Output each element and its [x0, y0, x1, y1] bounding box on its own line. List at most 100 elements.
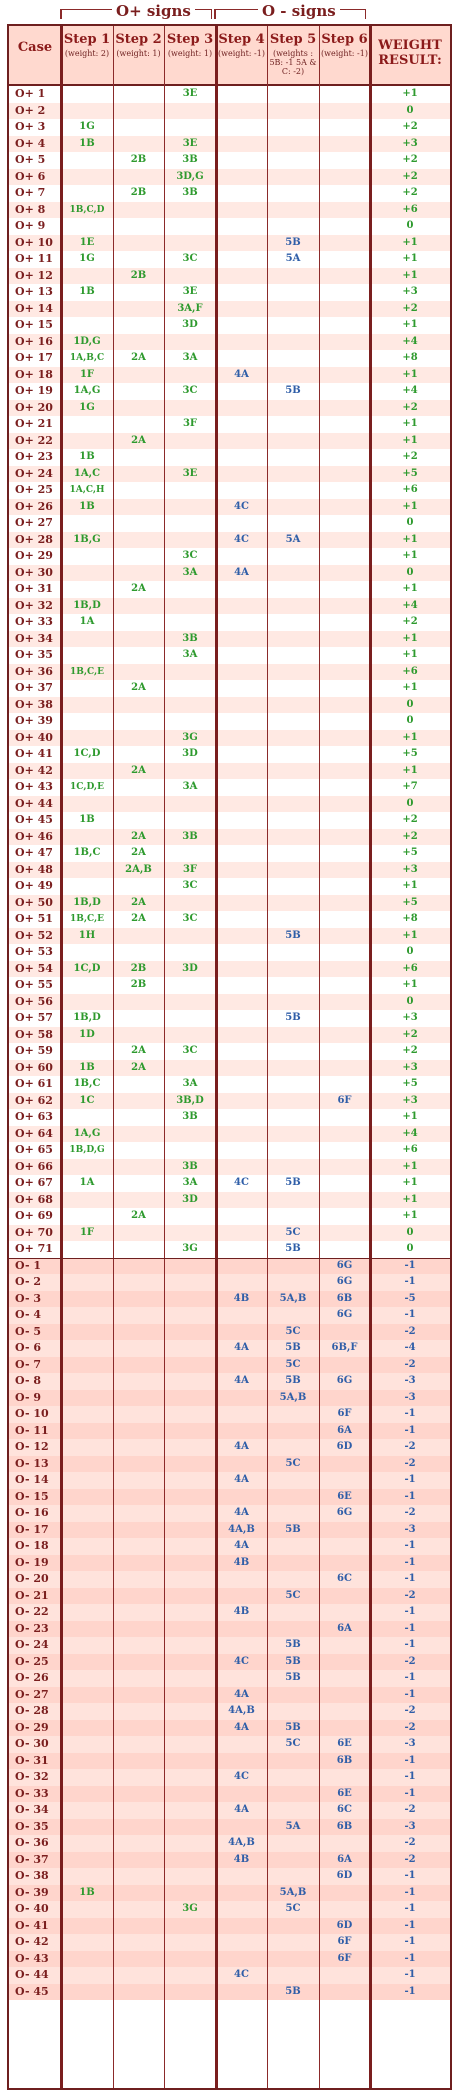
- cell-step2: 2A: [131, 764, 146, 776]
- cell-step2: [113, 169, 164, 186]
- cell-step6: [319, 862, 370, 879]
- cell-step6: [319, 1142, 370, 1159]
- cell-step2: [113, 664, 164, 681]
- cell-step6: 6F: [337, 1094, 352, 1106]
- cell-step1: [61, 185, 113, 202]
- cell-step2: [113, 317, 164, 334]
- cell-case: O+ 42: [15, 763, 53, 777]
- cell-step6: [319, 1720, 370, 1737]
- cell-step5: [267, 746, 319, 763]
- table-row: O- 31 6B -1: [9, 1752, 450, 1770]
- cell-step1: [61, 1753, 113, 1770]
- cell-step5: [267, 713, 319, 730]
- cell-step2: [113, 136, 164, 153]
- cell-step6: 6F: [337, 1936, 352, 1947]
- cell-step6: [319, 235, 370, 252]
- cell-step5: [267, 548, 319, 565]
- cell-step3: [164, 1555, 216, 1572]
- cell-result: +1: [402, 764, 418, 776]
- cell-case: O- 28: [15, 1704, 49, 1717]
- cell-result: -2: [404, 1705, 416, 1716]
- cell-step4: 4A: [234, 566, 249, 578]
- cell-step5: [267, 730, 319, 747]
- cell-result: +2: [402, 170, 418, 182]
- cell-step1: [61, 944, 113, 961]
- cell-step6: [319, 1538, 370, 1555]
- cell-result: -4: [404, 1342, 416, 1353]
- cell-step6: [319, 730, 370, 747]
- cell-result: +1: [402, 880, 418, 891]
- cell-step4: 4B: [233, 1292, 250, 1304]
- cell-case: O- 26: [15, 1671, 49, 1684]
- cell-step4: [216, 218, 267, 235]
- cell-step3: [164, 1456, 216, 1473]
- cell-result: +2: [402, 814, 418, 825]
- cell-step1: [61, 1241, 113, 1258]
- cell-step6: [319, 829, 370, 846]
- cell-step5: 5B: [285, 1639, 301, 1650]
- cell-step6: [319, 1208, 370, 1225]
- cell-step4: [216, 1918, 267, 1935]
- cell-step3: [164, 1126, 216, 1143]
- table-row: O- 38 6D -1: [9, 1868, 450, 1885]
- cell-step6: 6F: [337, 1408, 352, 1419]
- cell-result: +3: [402, 1061, 418, 1073]
- cell-step6: [319, 86, 370, 103]
- cell-step6: [319, 1456, 370, 1473]
- cell-result: +5: [402, 748, 418, 759]
- cell-step2: 2B: [130, 269, 147, 281]
- cell-step6: [319, 746, 370, 763]
- column-divider: [60, 26, 63, 2088]
- cell-result: +6: [402, 203, 418, 215]
- cell-step1: [61, 1571, 113, 1588]
- cell-step4: [216, 350, 267, 367]
- cell-step4: 4A: [234, 1507, 249, 1518]
- cell-step4: [216, 730, 267, 747]
- cell-case: O+ 63: [15, 1110, 53, 1123]
- cell-step4: [216, 614, 267, 631]
- cell-step5: [267, 614, 319, 631]
- cell-step3: [164, 532, 216, 549]
- cell-case: O- 8: [15, 1374, 42, 1387]
- cell-step2: [113, 235, 164, 252]
- cell-step6: [319, 1670, 370, 1687]
- cell-step4: [216, 911, 267, 928]
- cell-step5: [267, 1192, 319, 1209]
- cell-step3: [164, 1423, 216, 1440]
- cell-case: O+ 41: [15, 747, 53, 760]
- cell-step1: [61, 1703, 113, 1720]
- cell-step5: [267, 1076, 319, 1093]
- cell-step3: 3C: [182, 385, 198, 396]
- cell-step5: 5B: [285, 236, 301, 248]
- cell-step5: [267, 1571, 319, 1588]
- cell-result: +3: [402, 1094, 418, 1106]
- cell-result: -3: [404, 1523, 416, 1535]
- cell-step6: [319, 1885, 370, 1902]
- cell-case: O+ 60: [15, 1060, 53, 1074]
- cell-step4: 4C: [234, 500, 249, 512]
- cell-step4: [216, 961, 267, 978]
- cell-step5: [267, 977, 319, 994]
- cell-step4: 4C: [234, 1177, 249, 1188]
- cell-step6: [319, 515, 370, 532]
- cell-result: +5: [402, 896, 418, 908]
- cell-step5: [267, 136, 319, 153]
- cell-step4: [216, 482, 267, 499]
- cell-step5: [267, 1472, 319, 1489]
- table-row: O+ 22 2A +1: [9, 432, 450, 449]
- table-row: O- 37 4B 6A -2: [9, 1851, 450, 1868]
- cell-case: O+ 11: [15, 252, 53, 265]
- cell-step4: [216, 449, 267, 466]
- cell-step5: 5C: [285, 1457, 301, 1469]
- cell-step6: [319, 1472, 370, 1489]
- cell-result: +4: [402, 599, 418, 611]
- cell-case: O+ 14: [15, 301, 53, 315]
- cell-result: 0: [406, 566, 414, 578]
- minus-signs-label: O - signs: [258, 2, 340, 20]
- cell-result: -2: [404, 1507, 416, 1518]
- cell-step4: 4C: [234, 1655, 249, 1667]
- table-row: O- 24 5B -1: [9, 1637, 450, 1654]
- cell-step5: [267, 86, 319, 103]
- cell-result: +2: [402, 451, 418, 462]
- table-row: O- 39 1B 5A,B -1: [9, 1884, 450, 1902]
